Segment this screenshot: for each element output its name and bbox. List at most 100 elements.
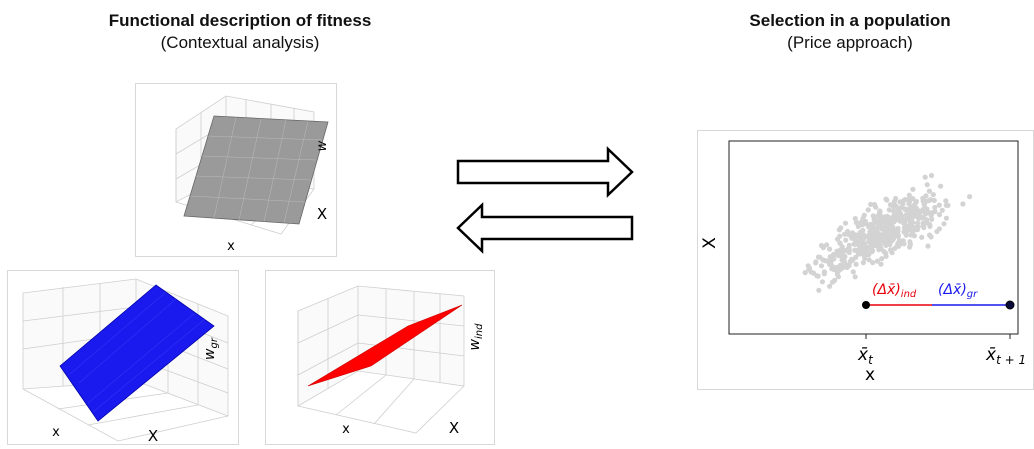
scatter-point [893,195,899,202]
scatter-point [920,223,926,229]
scatter-point [902,207,909,213]
scatter-point [960,201,966,207]
group-fitness-surface [59,284,215,422]
scatter-point [924,182,930,188]
scatter-point [926,188,932,194]
scatter-point [936,226,942,232]
scatter-point [910,224,916,230]
scatter-point [852,274,858,280]
left-title: Functional description of fitness [108,11,372,30]
scatter-point [941,221,947,227]
scatter-point [923,193,929,199]
scatter-point [837,252,843,258]
axis-label-X: X [148,427,158,444]
scatter-point [903,223,909,229]
scatter-point [929,210,935,216]
scatter-point [945,202,951,208]
scatter-point [888,247,894,253]
scatter-point [903,232,909,238]
left-heading: Functional description of fitness (Conte… [60,10,420,54]
scatter-point [866,245,872,251]
axis-label-X: X [449,419,459,437]
scatter-point [901,241,907,247]
individual-fitness-surface [307,304,463,387]
scatter-point [871,216,877,222]
scatter-point [853,261,859,267]
scatter-point [897,199,903,205]
scatter-point [919,234,925,240]
right-subtitle: (Price approach) [787,33,913,52]
plot-full-svg: x X w [175,95,330,254]
axis-label-x: x [227,239,235,254]
scatter-point [816,287,822,293]
scatter-point [922,174,928,180]
arrows [456,146,634,254]
scatter-point [896,210,902,216]
scatter-point [859,230,865,236]
scatter-point [886,217,892,223]
scatter-point [906,196,912,203]
axis-label-X: X [317,205,327,223]
scatter-point [870,237,877,243]
scatter-point [862,218,869,225]
delta-ind-label: (Δx̄)ind [872,282,917,300]
scatter-point [856,246,862,252]
scatter-point [904,228,910,234]
scatter-point [907,207,913,213]
scatter-point [932,204,938,211]
scatter-point [859,242,866,248]
plot-full-fitness: x X w [135,83,337,257]
tick-label-t1: x̄t + 1 [985,345,1026,367]
scatter-point [805,263,811,269]
scatter-point [865,207,871,213]
scatter-point [874,258,880,264]
plot-individual-svg: x X wind [297,285,485,437]
scatter-point [876,221,882,228]
scatter-panel: (Δx̄)ind (Δx̄)gr x̄t x̄t + 1 x X [697,130,1034,390]
scatter-point [878,214,884,220]
scatter-point [913,198,919,205]
scatter-point [845,228,851,235]
fitness-surface [183,115,329,225]
scatter-point [853,254,859,260]
scatter-point [850,269,856,275]
scatter-point [820,257,826,263]
scatter-point [818,263,825,269]
scatter-point [870,260,876,266]
scatter-point [927,232,933,238]
scatter-point [802,270,808,276]
mean-t-point [862,301,870,309]
scatter-point [924,217,930,223]
scatter-point [930,192,936,198]
scatter-point [967,194,973,200]
scatter-point [849,256,855,262]
scatter-point [846,245,852,251]
scatter-point [878,246,884,252]
scatter-point [869,231,875,237]
scatter-point [852,216,858,222]
plot-group-svg: x X wgr [22,278,229,445]
scatter-point [904,213,910,219]
scatter-point [939,207,945,213]
scatter-point [883,253,889,259]
plot-group-fitness: x X wgr [7,270,239,445]
scatter-point [852,247,858,253]
scatter-point [860,260,866,266]
scatter-point [839,246,845,253]
scatter-point [894,216,900,223]
scatter-point [832,277,838,283]
scatter-point [943,215,949,221]
scatter-point [862,247,868,253]
scatter-point [885,221,891,227]
plot-individual-fitness: x X wind [265,270,495,445]
scatter-point [861,212,867,218]
scatter-point [866,257,872,263]
scatter-point [876,237,882,243]
scatter-point [867,239,873,245]
scatter-point [895,233,901,239]
scatter-point [878,261,884,267]
axis-label-w: w [315,140,330,151]
scatter-point [929,216,935,222]
scatter-point [928,172,935,179]
scatter-point [819,279,825,285]
